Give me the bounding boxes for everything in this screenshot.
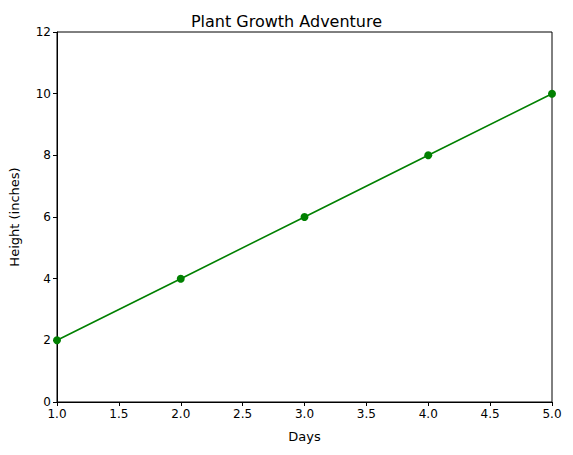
svg-text:4.5: 4.5 bbox=[481, 407, 500, 421]
svg-text:3.5: 3.5 bbox=[357, 407, 376, 421]
svg-text:12: 12 bbox=[36, 25, 51, 39]
svg-text:8: 8 bbox=[43, 148, 51, 162]
svg-text:1.0: 1.0 bbox=[47, 407, 66, 421]
svg-text:Height (inches): Height (inches) bbox=[7, 167, 22, 266]
svg-text:5.0: 5.0 bbox=[542, 407, 561, 421]
svg-text:4: 4 bbox=[43, 272, 51, 286]
svg-text:2.0: 2.0 bbox=[171, 407, 190, 421]
svg-text:2.5: 2.5 bbox=[233, 407, 252, 421]
svg-text:1.5: 1.5 bbox=[109, 407, 128, 421]
svg-text:0: 0 bbox=[43, 395, 51, 409]
svg-text:3.0: 3.0 bbox=[295, 407, 314, 421]
svg-text:Days: Days bbox=[288, 429, 321, 444]
svg-text:10: 10 bbox=[36, 87, 51, 101]
svg-text:2: 2 bbox=[43, 333, 51, 347]
svg-text:Plant Growth Adventure: Plant Growth Adventure bbox=[191, 12, 382, 31]
svg-text:6: 6 bbox=[43, 210, 51, 224]
svg-text:4.0: 4.0 bbox=[419, 407, 438, 421]
